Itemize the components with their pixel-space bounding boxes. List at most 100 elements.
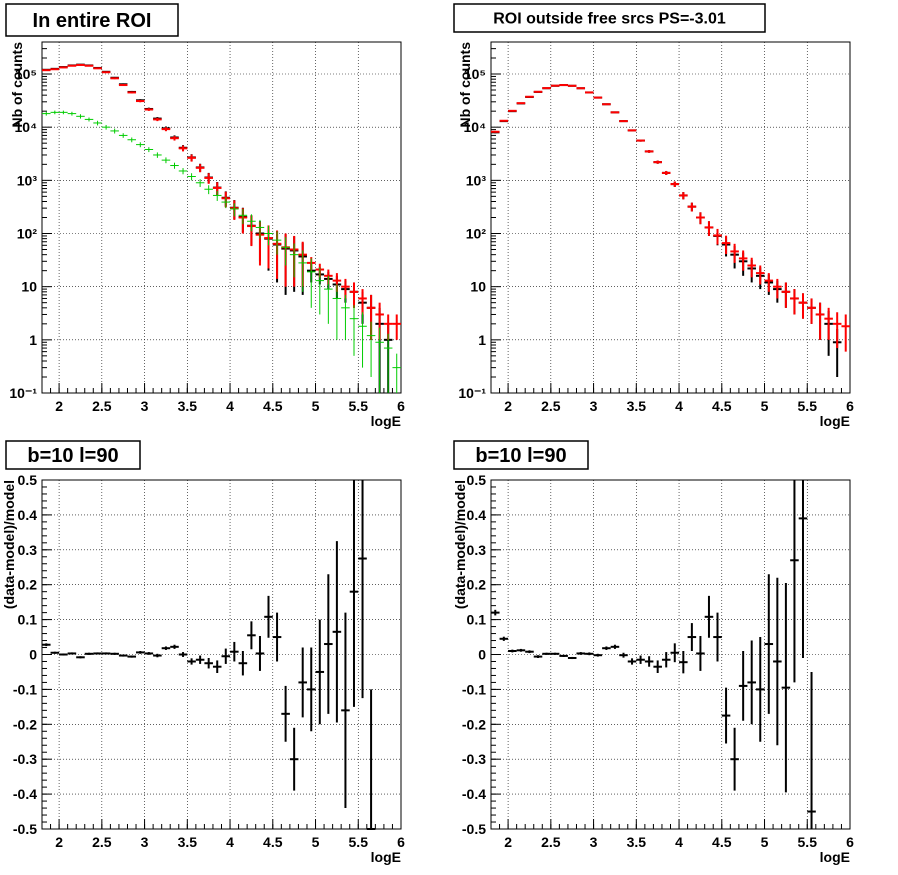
y-tick-label: 1 (478, 332, 486, 348)
x-tick-label: 5 (312, 834, 320, 850)
y-tick-label: -0.4 (13, 786, 37, 802)
panel-title-box (453, 440, 589, 470)
x-tick-label: 4.5 (712, 834, 732, 850)
y-tick-label: -0.3 (13, 751, 37, 767)
y-tick-label: -0.2 (462, 716, 486, 732)
series-1 (42, 480, 376, 830)
y-axis-title: (data-model)/model (1, 480, 17, 609)
x-tick-label: 6 (846, 834, 854, 850)
y-tick-label: 0.5 (18, 472, 38, 488)
y-tick-label: 10⁵ (15, 66, 37, 82)
y-tick-label: -0.5 (13, 821, 37, 837)
x-tick-label: 2 (504, 398, 512, 414)
y-tick-label: 10 (21, 279, 37, 295)
y-tick-label: 0.1 (18, 612, 38, 628)
y-axis-title: Nb of counts (457, 42, 473, 128)
x-tick-label: 6 (397, 398, 405, 414)
plot-frame (41, 41, 402, 394)
x-tick-label: 2 (55, 398, 63, 414)
x-tick-label: 3.5 (627, 834, 647, 850)
x-tick-label: 3 (141, 398, 149, 414)
x-tick-label: 2.5 (92, 834, 112, 850)
panel-title-box (453, 3, 766, 33)
chart-panel-3: 2 2.5 3 3.5 4 4.5 5 5.5 6 -0.5 -0.4 -0.3 -0.2 -0.1 0 0.… (1, 440, 405, 865)
series-3 (42, 110, 401, 393)
x-tick-label: 3 (590, 398, 598, 414)
y-tick-label: 0.3 (18, 542, 38, 558)
x-tick-label: 3.5 (178, 834, 198, 850)
x-tick-label: 4 (675, 834, 683, 850)
y-tick-label: 10⁵ (464, 66, 486, 82)
plot-frame (490, 41, 851, 394)
x-tick-label: 4.5 (263, 834, 283, 850)
y-tick-label: 0 (29, 647, 37, 663)
x-tick-label: 4.5 (263, 398, 283, 414)
x-tick-label: 3.5 (627, 398, 647, 414)
x-axis-title: logE (371, 413, 401, 429)
y-tick-label: 10² (466, 226, 487, 242)
plot-frame (41, 479, 402, 830)
y-tick-label: 0.2 (18, 577, 38, 593)
panel-title: b=10 l=90 (475, 445, 566, 467)
y-tick-label: 0.4 (18, 507, 38, 523)
y-tick-label: 10² (17, 226, 38, 242)
x-tick-label: 5 (312, 398, 320, 414)
x-tick-label: 5.5 (349, 834, 369, 850)
x-tick-label: 2.5 (541, 834, 561, 850)
x-tick-label: 2 (504, 834, 512, 850)
x-tick-label: 5.5 (798, 398, 818, 414)
y-axis-title: (data-model)/model (452, 480, 468, 609)
y-tick-label: 10⁻¹ (458, 385, 486, 401)
y-tick-label: 10³ (17, 172, 38, 188)
y-axis-title: Nb of counts (9, 42, 25, 128)
y-tick-label: 0.2 (467, 577, 487, 593)
panel-title-box (5, 440, 141, 470)
y-tick-label: -0.1 (462, 681, 486, 697)
y-tick-label: 10⁻¹ (9, 385, 37, 401)
x-tick-label: 3.5 (178, 398, 198, 414)
panel-title: In entire ROI (33, 10, 152, 32)
y-tick-label: -0.4 (462, 786, 486, 802)
y-tick-label: 0 (478, 647, 486, 663)
x-tick-label: 3 (141, 834, 149, 850)
panel-title: ROI outside free srcs PS=-3.01 (493, 11, 726, 28)
x-tick-label: 2.5 (541, 398, 561, 414)
x-tick-label: 6 (397, 834, 405, 850)
y-tick-label: 1 (29, 332, 37, 348)
y-tick-label: 0.1 (467, 612, 487, 628)
x-axis-title: logE (820, 849, 850, 865)
y-tick-label: 10⁴ (15, 119, 38, 135)
y-tick-label: -0.1 (13, 681, 37, 697)
x-tick-label: 5 (761, 398, 769, 414)
x-tick-label: 6 (846, 398, 854, 414)
panel-title-box (5, 3, 179, 37)
x-tick-label: 4 (675, 398, 683, 414)
y-tick-label: 10 (470, 279, 486, 295)
y-tick-label: 0.5 (467, 472, 487, 488)
x-axis-title: logE (820, 413, 850, 429)
x-tick-label: 5 (761, 834, 769, 850)
x-tick-label: 2.5 (92, 398, 112, 414)
y-tick-label: 0.4 (467, 507, 487, 523)
x-tick-label: 4 (226, 834, 234, 850)
series-2 (491, 84, 850, 352)
y-tick-label: 10³ (466, 172, 487, 188)
chart-panel-4: 2 2.5 3 3.5 4 4.5 5 5.5 6 -0.5 -0.4 -0.3 -0.2 -0.1 0 0.… (452, 440, 854, 865)
x-tick-label: 4.5 (712, 398, 732, 414)
y-tick-label: 0.3 (467, 542, 487, 558)
x-tick-label: 5.5 (349, 398, 369, 414)
y-tick-label: -0.5 (462, 821, 486, 837)
y-tick-label: -0.3 (462, 751, 486, 767)
x-tick-label: 5.5 (798, 834, 818, 850)
x-axis-title: logE (371, 849, 401, 865)
series-1 (491, 480, 816, 829)
x-tick-label: 3 (590, 834, 598, 850)
x-tick-label: 4 (226, 398, 234, 414)
panel-title: b=10 l=90 (27, 445, 118, 467)
y-tick-label: -0.2 (13, 716, 37, 732)
chart-panel-2: 2 2.5 3 3.5 4 4.5 5 5.5 6 10⁻¹ 1 10 10² 10³ 10⁴ 10⁵ logE… (453, 3, 854, 429)
chart-panel-1: 2 2.5 3 3.5 4 4.5 5 5.5 6 10⁻¹ 1 10 10² 10³ 10⁴ 10⁵ logE… (5, 3, 405, 429)
x-tick-label: 2 (55, 834, 63, 850)
y-tick-label: 10⁴ (464, 119, 487, 135)
